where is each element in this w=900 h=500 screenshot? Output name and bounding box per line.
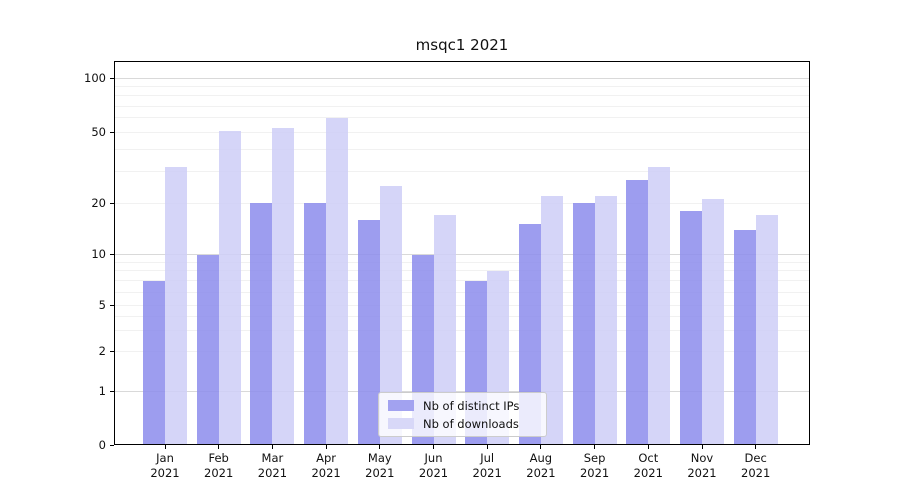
y-tick-label-20: 20 <box>91 195 106 210</box>
y-tick-mark-2 <box>110 350 114 352</box>
y-tick-mark-50 <box>110 131 114 133</box>
y-tick-mark-5 <box>110 305 114 306</box>
gridline-30 <box>114 171 810 173</box>
bar-downloads-oct <box>648 166 671 445</box>
gridline-10 <box>114 254 810 255</box>
bar-distinct-ips-apr <box>304 203 327 445</box>
gridline-1 <box>114 390 810 392</box>
y-tick-label-0: 0 <box>98 437 106 452</box>
x-tick-mark-aug <box>540 445 542 449</box>
bar-downloads-feb <box>218 130 241 445</box>
plot-area <box>114 61 810 445</box>
legend-label-distinct-ips: Nb of distinct IPs <box>423 398 520 413</box>
x-tick-mark-jan <box>164 445 166 449</box>
x-tick-mark-may <box>379 445 381 449</box>
x-tick-mark-mar <box>271 445 273 449</box>
x-tick-label-nov: Nov 2021 <box>687 451 717 480</box>
bar-distinct-ips-dec <box>733 229 756 445</box>
bar-distinct-ips-aug <box>518 224 541 445</box>
gridline-60 <box>114 117 810 119</box>
gridline-2 <box>114 350 810 352</box>
gridline-8 <box>114 270 810 272</box>
gridline-6 <box>114 291 810 293</box>
x-tick-mark-jun <box>433 445 434 449</box>
gridline-7 <box>114 280 810 282</box>
legend-label-downloads: Nb of downloads <box>423 416 519 431</box>
bar-distinct-ips-nov <box>680 210 702 445</box>
y-tick-label-10: 10 <box>91 247 106 261</box>
x-tick-mark-oct <box>647 445 649 449</box>
bar-distinct-ips-feb <box>196 254 219 445</box>
bar-downloads-nov <box>702 199 724 445</box>
y-tick-mark-20 <box>110 202 114 204</box>
x-tick-label-oct: Oct 2021 <box>633 451 663 480</box>
gridline-9 <box>114 261 810 263</box>
x-tick-label-jun: Jun 2021 <box>418 451 449 480</box>
gridline-90 <box>114 86 810 88</box>
legend: Nb of distinct IPs Nb of downloads <box>378 392 547 437</box>
bar-downloads-may <box>379 185 402 445</box>
gridline-3 <box>114 330 810 332</box>
bar-downloads-aug <box>540 195 563 445</box>
bar-downloads-sep <box>594 195 617 445</box>
y-tick-label-50: 50 <box>91 124 106 139</box>
x-tick-mark-feb <box>218 445 220 449</box>
x-tick-mark-apr <box>325 445 327 449</box>
gridline-100 <box>114 78 810 79</box>
y-tick-label-100: 100 <box>84 71 106 85</box>
gridline-80 <box>114 95 810 97</box>
x-tick-label-mar: Mar 2021 <box>257 451 288 480</box>
y-tick-label-2: 2 <box>98 343 106 358</box>
bar-downloads-mar <box>272 127 295 445</box>
x-tick-mark-dec <box>755 445 757 449</box>
bar-distinct-ips-jan <box>143 280 165 445</box>
x-tick-mark-jul <box>486 445 488 449</box>
bar-distinct-ips-mar <box>250 203 273 445</box>
y-tick-label-1: 1 <box>98 383 106 398</box>
bar-downloads-apr <box>326 117 349 445</box>
y-tick-mark-0 <box>110 444 114 446</box>
x-tick-label-jan: Jan 2021 <box>150 451 180 480</box>
bar-downloads-jun <box>433 215 456 445</box>
x-tick-label-aug: Aug 2021 <box>526 451 556 480</box>
legend-swatch-distinct-ips <box>388 400 414 411</box>
x-tick-mark-nov <box>701 445 703 449</box>
bar-distinct-ips-sep <box>572 203 595 445</box>
legend-row-distinct-ips: Nb of distinct IPs <box>388 399 537 413</box>
x-tick-mark-sep <box>594 445 596 449</box>
gridline-4 <box>114 316 810 318</box>
gridline-50 <box>114 131 810 133</box>
y-tick-mark-10 <box>110 254 114 255</box>
x-tick-label-sep: Sep 2021 <box>579 451 610 480</box>
bar-distinct-ips-oct <box>626 179 649 445</box>
x-tick-label-apr: Apr 2021 <box>311 451 341 480</box>
bar-distinct-ips-may <box>357 219 380 445</box>
bar-downloads-dec <box>755 215 778 445</box>
x-tick-label-jul: Jul 2021 <box>472 451 502 480</box>
gridline-20 <box>114 202 810 204</box>
gridline-70 <box>114 105 810 107</box>
gridline-40 <box>114 148 810 150</box>
bar-downloads-jan <box>165 166 187 445</box>
chart-title: msqc1 2021 <box>415 36 509 54</box>
y-tick-label-5: 5 <box>98 298 106 312</box>
legend-swatch-downloads <box>388 418 414 429</box>
y-tick-mark-100 <box>110 78 114 79</box>
legend-row-downloads: Nb of downloads <box>388 417 537 431</box>
x-tick-label-dec: Dec 2021 <box>741 451 771 480</box>
gridline-5 <box>114 305 810 306</box>
x-tick-label-feb: Feb 2021 <box>204 451 234 480</box>
x-tick-label-may: May 2021 <box>365 451 395 480</box>
y-tick-mark-1 <box>110 390 114 392</box>
